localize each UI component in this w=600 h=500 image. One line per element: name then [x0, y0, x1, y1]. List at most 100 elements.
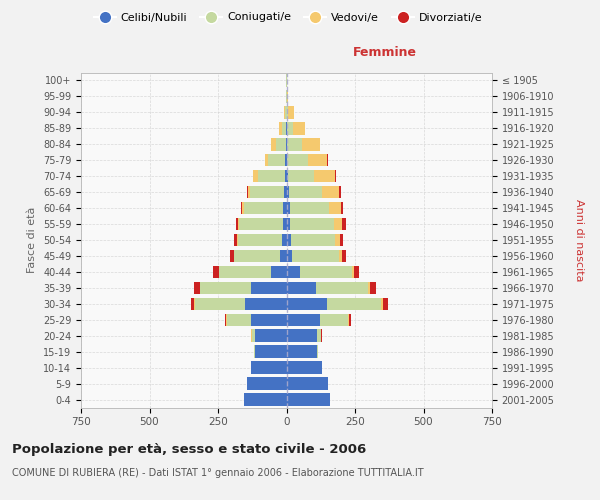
Bar [251, 282, 287, 294]
Bar [287, 298, 327, 310]
Y-axis label: Fasce di età: Fasce di età [28, 207, 37, 273]
Bar [238, 234, 282, 246]
Bar [342, 218, 346, 230]
Bar [287, 378, 328, 390]
Bar [265, 154, 268, 166]
Bar [329, 202, 341, 214]
Bar [287, 346, 317, 358]
Bar [253, 170, 258, 182]
Bar [194, 282, 200, 294]
Bar [213, 266, 219, 278]
Bar [352, 266, 354, 278]
Bar [299, 266, 352, 278]
Bar [348, 314, 349, 326]
Bar [200, 282, 251, 294]
Bar [247, 378, 287, 390]
Bar [279, 122, 282, 134]
Bar [283, 202, 287, 214]
Bar [342, 250, 346, 262]
Bar [287, 282, 316, 294]
Bar [291, 234, 335, 246]
Bar [316, 282, 368, 294]
Bar [195, 298, 245, 310]
Bar [252, 330, 255, 342]
Bar [317, 330, 321, 342]
Bar [287, 138, 302, 150]
Bar [287, 394, 331, 406]
Bar [271, 138, 276, 150]
Bar [339, 250, 342, 262]
Bar [255, 330, 287, 342]
Bar [302, 138, 320, 150]
Bar [341, 202, 343, 214]
Bar [322, 186, 340, 198]
Bar [191, 298, 194, 310]
Bar [233, 250, 235, 262]
Bar [245, 298, 287, 310]
Bar [287, 234, 291, 246]
Bar [320, 314, 348, 326]
Bar [236, 218, 238, 230]
Bar [254, 346, 255, 358]
Bar [292, 250, 339, 262]
Bar [250, 186, 284, 198]
Bar [327, 298, 382, 310]
Bar [287, 218, 290, 230]
Bar [276, 138, 286, 150]
Bar [271, 266, 287, 278]
Bar [290, 218, 334, 230]
Bar [255, 346, 287, 358]
Bar [340, 234, 343, 246]
Bar [340, 186, 341, 198]
Bar [285, 170, 287, 182]
Bar [349, 314, 351, 326]
Bar [284, 106, 285, 118]
Bar [280, 250, 287, 262]
Bar [244, 394, 287, 406]
Bar [287, 314, 320, 326]
Bar [268, 154, 286, 166]
Bar [370, 282, 376, 294]
Bar [238, 218, 239, 230]
Bar [239, 218, 283, 230]
Y-axis label: Anni di nascita: Anni di nascita [574, 198, 584, 281]
Text: Femmine: Femmine [353, 46, 417, 59]
Bar [293, 122, 305, 134]
Bar [286, 154, 287, 166]
Bar [258, 170, 285, 182]
Bar [287, 122, 293, 134]
Bar [251, 314, 287, 326]
Bar [225, 314, 226, 326]
Bar [242, 202, 244, 214]
Bar [354, 266, 359, 278]
Bar [289, 186, 322, 198]
Bar [290, 202, 329, 214]
Bar [282, 234, 287, 246]
Bar [235, 250, 280, 262]
Bar [335, 234, 340, 246]
Bar [287, 154, 308, 166]
Bar [227, 314, 251, 326]
Bar [236, 234, 238, 246]
Bar [314, 170, 335, 182]
Bar [383, 298, 388, 310]
Bar [220, 266, 271, 278]
Bar [287, 170, 288, 182]
Bar [317, 346, 318, 358]
Bar [287, 330, 317, 342]
Legend: Celibi/Nubili, Coniugati/e, Vedovi/e, Divorziati/e: Celibi/Nubili, Coniugati/e, Vedovi/e, Di… [89, 8, 487, 27]
Bar [287, 186, 289, 198]
Bar [288, 106, 293, 118]
Bar [230, 250, 233, 262]
Bar [287, 90, 289, 102]
Bar [288, 170, 314, 182]
Bar [321, 330, 322, 342]
Bar [287, 106, 288, 118]
Text: Popolazione per età, sesso e stato civile - 2006: Popolazione per età, sesso e stato civil… [12, 442, 366, 456]
Bar [248, 186, 250, 198]
Bar [368, 282, 370, 294]
Bar [287, 202, 290, 214]
Bar [283, 218, 287, 230]
Text: COMUNE DI RUBIERA (RE) - Dati ISTAT 1° gennaio 2006 - Elaborazione TUTTITALIA.IT: COMUNE DI RUBIERA (RE) - Dati ISTAT 1° g… [12, 468, 424, 477]
Bar [235, 234, 236, 246]
